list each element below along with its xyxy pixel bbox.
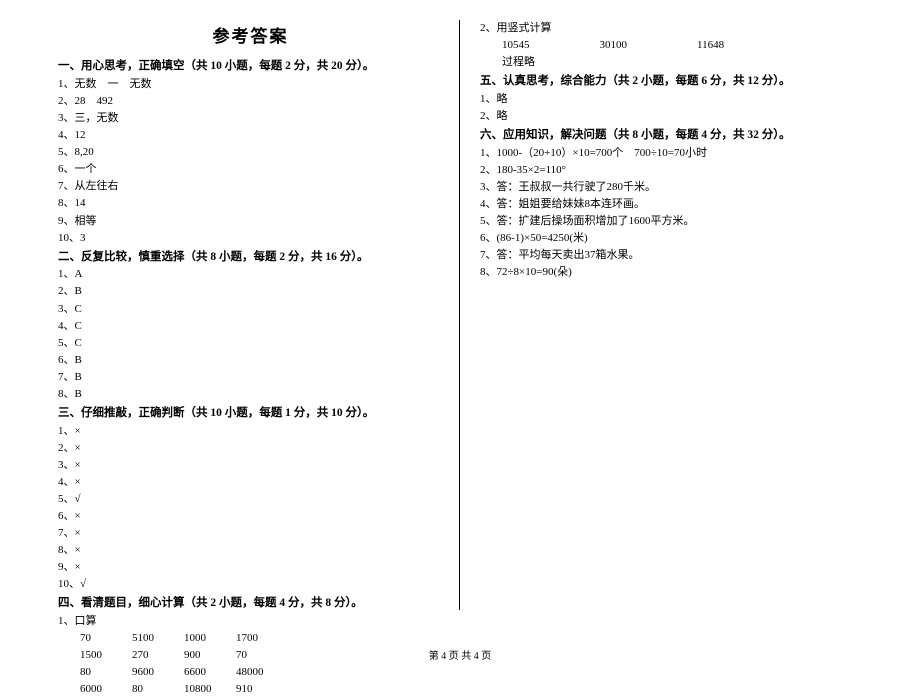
calc-cell: 70 xyxy=(80,630,132,647)
answer-item: 6、(86-1)×50=4250(米) xyxy=(480,230,870,247)
calc-q2-label: 2、用竖式计算 xyxy=(480,20,870,37)
table-row: 70 5100 1000 1700 xyxy=(80,630,288,647)
answer-item: 10、√ xyxy=(58,576,443,593)
calc-cell: 910 xyxy=(236,681,288,698)
answer-item: 2、B xyxy=(58,283,443,300)
answer-item: 5、√ xyxy=(58,491,443,508)
page-title: 参考答案 xyxy=(58,24,443,50)
answer-item: 7、从左往右 xyxy=(58,178,443,195)
mental-calc-table: 70 5100 1000 1700 1500 270 900 70 80 960… xyxy=(80,630,288,698)
answer-item: 2、180-35×2=110° xyxy=(480,162,870,179)
answer-item: 1、1000-（20+10）×10=700个 700÷10=70小时 xyxy=(480,145,870,162)
calc-cell: 1700 xyxy=(236,630,288,647)
answer-item: 1、无数 一 无数 xyxy=(58,76,443,93)
answer-item: 6、B xyxy=(58,352,443,369)
answer-item: 8、72÷8×10=90(朵) xyxy=(480,264,870,281)
table-row: 80 9600 6600 48000 xyxy=(80,664,288,681)
calc-cell: 80 xyxy=(80,664,132,681)
answer-item: 3、三，无数 xyxy=(58,110,443,127)
calc-cell: 6600 xyxy=(184,664,236,681)
answer-item: 6、一个 xyxy=(58,161,443,178)
answer-item: 7、× xyxy=(58,525,443,542)
calc-q2-note: 过程略 xyxy=(480,54,870,71)
calc-cell: 48000 xyxy=(236,664,288,681)
calc-cell: 11648 xyxy=(697,37,794,54)
calc-cell: 30100 xyxy=(600,37,698,54)
answer-item: 3、答：王叔叔一共行驶了280千米。 xyxy=(480,179,870,196)
calc-cell: 10800 xyxy=(184,681,236,698)
table-row: 6000 80 10800 910 xyxy=(80,681,288,698)
answer-item: 4、× xyxy=(58,474,443,491)
left-column: 参考答案 一、用心思考，正确填空（共 10 小题，每题 2 分，共 20 分）。… xyxy=(30,20,460,610)
answer-item: 7、答：平均每天卖出37箱水果。 xyxy=(480,247,870,264)
calc-cell: 1000 xyxy=(184,630,236,647)
answer-item: 2、略 xyxy=(480,108,870,125)
calc-cell: 80 xyxy=(132,681,184,698)
calc-cell: 10545 xyxy=(502,37,600,54)
answer-item: 9、× xyxy=(58,559,443,576)
section-6-head: 六、应用知识，解决问题（共 8 小题，每题 4 分，共 32 分）。 xyxy=(480,127,870,145)
section-1-head: 一、用心思考，正确填空（共 10 小题，每题 2 分，共 20 分）。 xyxy=(58,58,443,76)
calc-cell: 5100 xyxy=(132,630,184,647)
section-4-head: 四、看清题目，细心计算（共 2 小题，每题 4 分，共 8 分）。 xyxy=(58,595,443,613)
section-5-head: 五、认真思考，综合能力（共 2 小题，每题 6 分，共 12 分）。 xyxy=(480,73,870,91)
vertical-calc-table: 10545 30100 11648 xyxy=(502,37,794,54)
answer-item: 5、C xyxy=(58,335,443,352)
section-2-head: 二、反复比较，慎重选择（共 8 小题，每题 2 分，共 16 分）。 xyxy=(58,249,443,267)
answer-item: 8、14 xyxy=(58,195,443,212)
calc-q1-label: 1、口算 xyxy=(58,613,443,630)
answer-item: 2、× xyxy=(58,440,443,457)
answer-item: 4、答：姐姐要给妹妹8本连环画。 xyxy=(480,196,870,213)
calc-cell: 9600 xyxy=(132,664,184,681)
answer-item: 10、3 xyxy=(58,230,443,247)
page-footer: 第 4 页 共 4 页 xyxy=(0,647,920,662)
answer-item: 6、× xyxy=(58,508,443,525)
answer-item: 9、相等 xyxy=(58,213,443,230)
table-row: 10545 30100 11648 xyxy=(502,37,794,54)
answer-item: 3、× xyxy=(58,457,443,474)
right-column: 2、用竖式计算 10545 30100 11648 过程略 五、认真思考，综合能… xyxy=(460,20,890,610)
answer-item: 5、8,20 xyxy=(58,144,443,161)
answer-item: 1、略 xyxy=(480,91,870,108)
answer-item: 5、答：扩建后操场面积增加了1600平方米。 xyxy=(480,213,870,230)
answer-item: 3、C xyxy=(58,301,443,318)
page-container: 参考答案 一、用心思考，正确填空（共 10 小题，每题 2 分，共 20 分）。… xyxy=(30,20,890,610)
answer-item: 4、12 xyxy=(58,127,443,144)
calc-cell: 6000 xyxy=(80,681,132,698)
answer-item: 4、C xyxy=(58,318,443,335)
answer-item: 2、28 492 xyxy=(58,93,443,110)
section-3-head: 三、仔细推敲，正确判断（共 10 小题，每题 1 分，共 10 分）。 xyxy=(58,405,443,423)
answer-item: 8、× xyxy=(58,542,443,559)
answer-item: 1、× xyxy=(58,423,443,440)
answer-item: 1、A xyxy=(58,266,443,283)
answer-item: 8、B xyxy=(58,386,443,403)
answer-item: 7、B xyxy=(58,369,443,386)
